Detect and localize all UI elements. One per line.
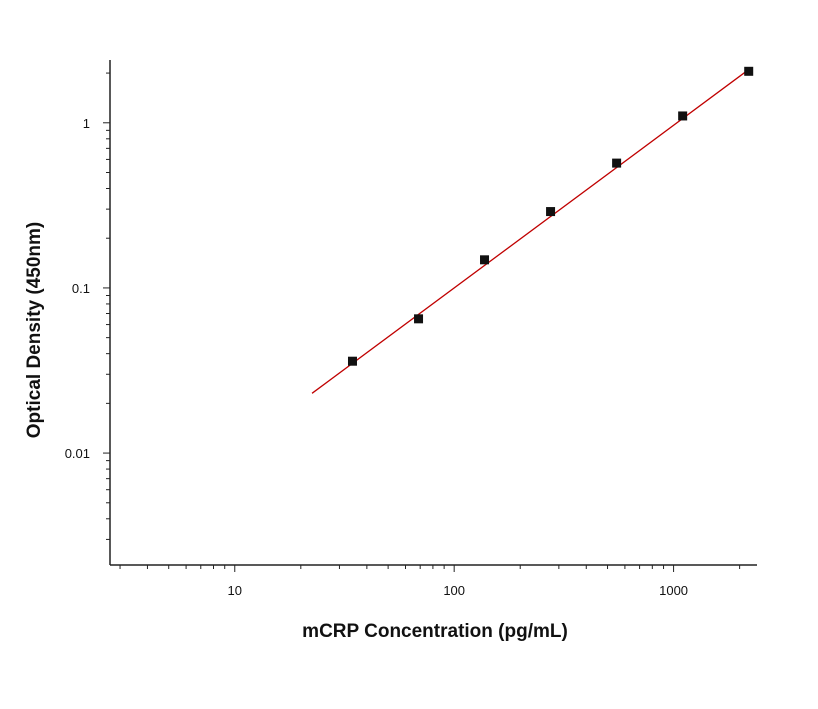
y-tick-label: 0.1 — [72, 281, 90, 296]
data-point — [480, 255, 490, 265]
x-axis-title: mCRP Concentration (pg/mL) — [302, 621, 568, 642]
ticks — [103, 72, 741, 572]
data-points — [347, 66, 754, 366]
data-point — [414, 314, 424, 324]
x-tick-label: 1000 — [659, 583, 688, 598]
data-point — [612, 158, 622, 168]
axes — [109, 60, 757, 566]
fit-line — [311, 69, 750, 394]
data-point — [347, 356, 357, 366]
fit-line-group — [311, 69, 750, 394]
x-tick-label: 100 — [443, 583, 465, 598]
data-point — [678, 111, 688, 121]
y-tick-label: 1 — [83, 116, 90, 131]
data-point — [744, 66, 754, 76]
y-axis-title: Optical Density (450nm) — [24, 222, 45, 438]
tick-labels: 10 100 1000 0.01 0.1 1 — [65, 116, 688, 598]
data-point — [546, 207, 556, 217]
x-tick-label: 10 — [228, 583, 242, 598]
y-tick-label: 0.01 — [65, 446, 90, 461]
